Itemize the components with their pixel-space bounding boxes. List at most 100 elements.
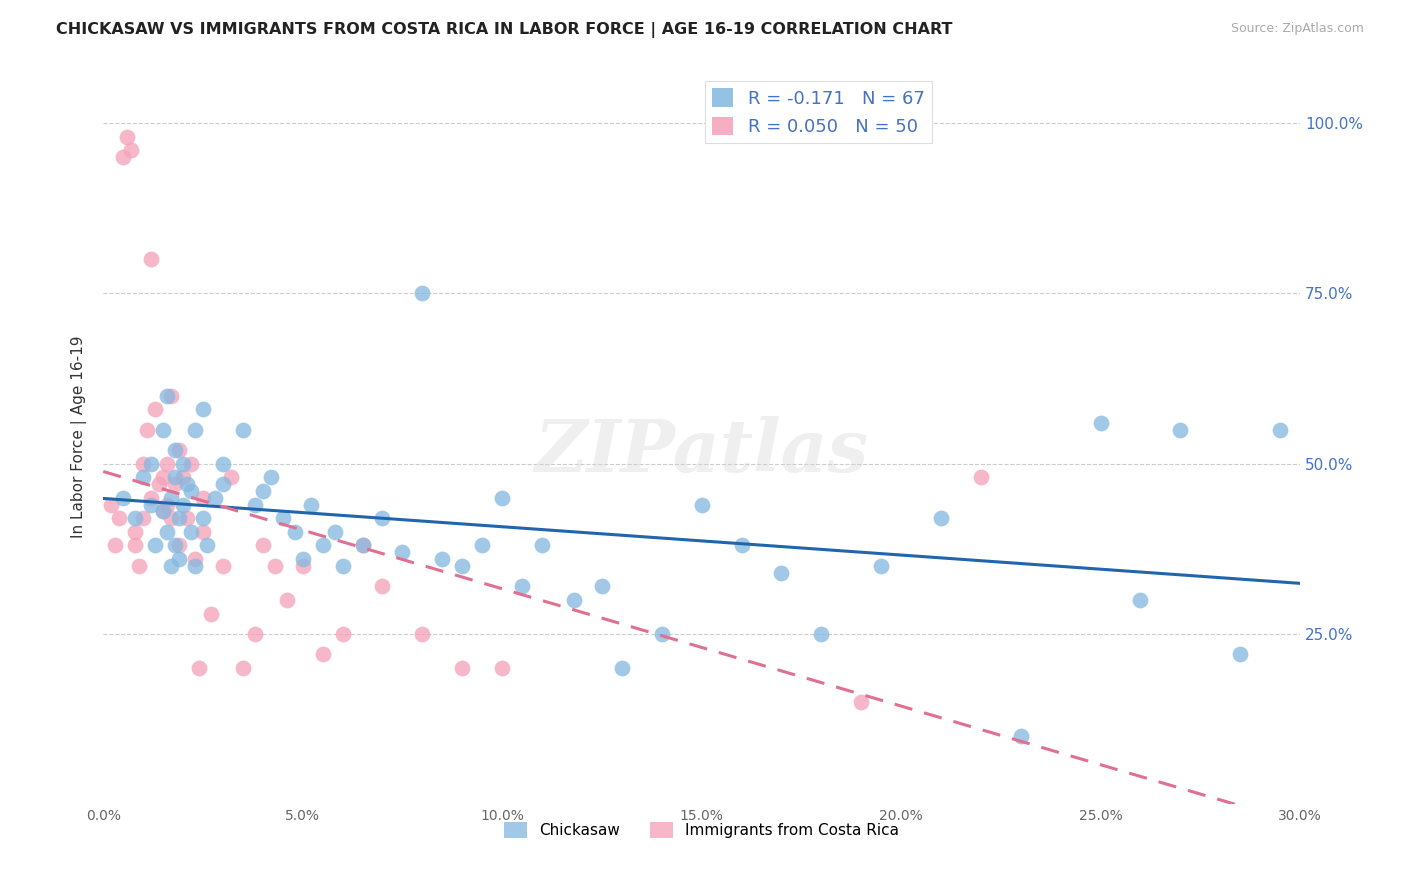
Point (651, 627, 673, 641)
Point (1170, 423, 1192, 437)
Point (491, 491, 513, 505)
Point (143, 402, 166, 417)
Point (195, 538, 218, 552)
Point (471, 538, 494, 552)
Point (591, 579, 613, 593)
Point (124, 511, 146, 525)
Point (139, 498, 162, 512)
Point (291, 552, 314, 566)
Point (191, 402, 214, 417)
Point (204, 491, 226, 505)
Point (172, 470, 194, 484)
Point (160, 511, 183, 525)
Point (531, 538, 554, 552)
Point (180, 524, 202, 539)
Point (108, 511, 131, 525)
Point (212, 477, 235, 491)
Point (271, 511, 294, 525)
Point (100, 498, 122, 512)
Point (299, 498, 322, 512)
Point (690, 498, 713, 512)
Point (232, 423, 254, 437)
Point (191, 524, 214, 539)
Text: Source: ZipAtlas.com: Source: ZipAtlas.com (1230, 22, 1364, 36)
Point (260, 470, 283, 484)
Point (371, 579, 394, 593)
Point (152, 470, 174, 484)
Point (152, 504, 174, 518)
Point (139, 491, 162, 505)
Point (562, 593, 585, 607)
Point (352, 538, 374, 552)
Point (243, 627, 266, 641)
Point (184, 552, 207, 566)
Point (212, 558, 235, 573)
Point (332, 558, 354, 573)
Point (311, 538, 333, 552)
Point (371, 511, 394, 525)
Point (810, 627, 832, 641)
Point (176, 511, 198, 525)
Point (291, 558, 314, 573)
Point (970, 470, 993, 484)
Point (124, 538, 146, 552)
Point (160, 558, 183, 573)
Point (156, 457, 179, 471)
Point (770, 566, 793, 580)
Point (128, 558, 150, 573)
Point (188, 661, 211, 675)
Y-axis label: In Labor Force | Age 16-19: In Labor Force | Age 16-19 (72, 335, 87, 538)
Point (132, 470, 155, 484)
Point (163, 470, 186, 484)
Point (191, 491, 214, 505)
Point (851, 695, 873, 709)
Point (610, 661, 633, 675)
Point (284, 524, 307, 539)
Point (510, 579, 533, 593)
Point (323, 524, 346, 539)
Point (252, 538, 274, 552)
Point (167, 552, 190, 566)
Point (167, 538, 190, 552)
Point (491, 661, 513, 675)
Point (1268, 423, 1291, 437)
Point (200, 607, 222, 621)
Point (172, 498, 194, 512)
Point (1129, 593, 1152, 607)
Point (120, 143, 142, 157)
Point (163, 443, 186, 458)
Point (132, 457, 155, 471)
Point (929, 511, 952, 525)
Legend: Chickasaw, Immigrants from Costa Rica: Chickasaw, Immigrants from Costa Rica (498, 816, 905, 845)
Point (432, 552, 454, 566)
Point (276, 593, 298, 607)
Point (156, 498, 179, 512)
Point (191, 511, 214, 525)
Point (112, 150, 135, 164)
Point (232, 661, 254, 675)
Point (451, 661, 474, 675)
Point (1090, 416, 1112, 430)
Point (263, 558, 285, 573)
Point (124, 524, 146, 539)
Point (148, 477, 170, 491)
Point (180, 483, 202, 498)
Text: ZIPatlas: ZIPatlas (534, 416, 869, 487)
Point (243, 498, 266, 512)
Point (160, 491, 183, 505)
Point (136, 423, 159, 437)
Point (167, 443, 190, 458)
Point (212, 457, 235, 471)
Point (115, 129, 138, 144)
Point (163, 538, 186, 552)
Point (132, 511, 155, 525)
Point (184, 558, 207, 573)
Point (139, 457, 162, 471)
Point (352, 538, 374, 552)
Point (411, 286, 433, 301)
Point (160, 388, 183, 402)
Point (184, 423, 207, 437)
Point (176, 477, 198, 491)
Point (156, 524, 179, 539)
Point (152, 504, 174, 518)
